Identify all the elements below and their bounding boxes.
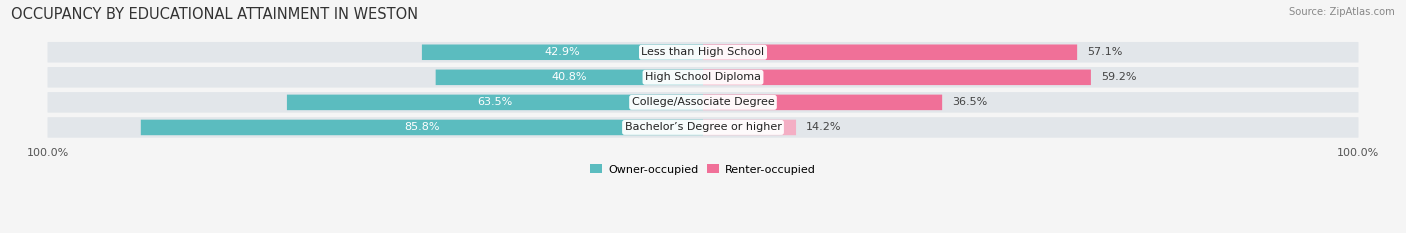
FancyBboxPatch shape xyxy=(48,42,1358,62)
Text: 59.2%: 59.2% xyxy=(1101,72,1136,82)
FancyBboxPatch shape xyxy=(48,117,1358,138)
Legend: Owner-occupied, Renter-occupied: Owner-occupied, Renter-occupied xyxy=(586,160,820,179)
Text: 40.8%: 40.8% xyxy=(551,72,588,82)
Text: OCCUPANCY BY EDUCATIONAL ATTAINMENT IN WESTON: OCCUPANCY BY EDUCATIONAL ATTAINMENT IN W… xyxy=(11,7,419,22)
FancyBboxPatch shape xyxy=(422,45,703,60)
Text: High School Diploma: High School Diploma xyxy=(645,72,761,82)
FancyBboxPatch shape xyxy=(48,67,1358,88)
FancyBboxPatch shape xyxy=(703,45,1077,60)
FancyBboxPatch shape xyxy=(703,95,942,110)
FancyBboxPatch shape xyxy=(703,120,796,135)
Text: Less than High School: Less than High School xyxy=(641,47,765,57)
FancyBboxPatch shape xyxy=(287,95,703,110)
FancyBboxPatch shape xyxy=(436,70,703,85)
Text: 14.2%: 14.2% xyxy=(806,122,841,132)
Text: College/Associate Degree: College/Associate Degree xyxy=(631,97,775,107)
Text: 36.5%: 36.5% xyxy=(952,97,987,107)
Text: 57.1%: 57.1% xyxy=(1087,47,1122,57)
FancyBboxPatch shape xyxy=(48,92,1358,113)
FancyBboxPatch shape xyxy=(141,120,703,135)
FancyBboxPatch shape xyxy=(703,70,1091,85)
Text: Bachelor’s Degree or higher: Bachelor’s Degree or higher xyxy=(624,122,782,132)
Text: 42.9%: 42.9% xyxy=(544,47,581,57)
Text: 63.5%: 63.5% xyxy=(477,97,513,107)
Text: 85.8%: 85.8% xyxy=(404,122,440,132)
Text: Source: ZipAtlas.com: Source: ZipAtlas.com xyxy=(1289,7,1395,17)
